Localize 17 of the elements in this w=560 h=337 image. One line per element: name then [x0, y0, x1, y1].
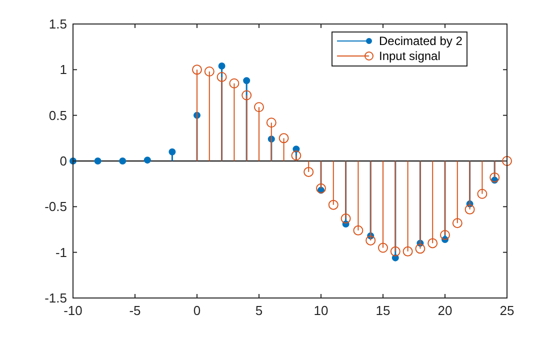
x-tick-label: 0: [193, 303, 201, 318]
x-tick-label: -10: [64, 303, 82, 318]
y-tick-label: 0: [60, 154, 67, 168]
x-tick-label: -5: [129, 303, 141, 318]
x-tick-label: 25: [500, 303, 514, 318]
y-tick-label: -1: [55, 244, 67, 260]
x-tick-label: 5: [255, 303, 263, 318]
x-tick-label: 15: [376, 303, 390, 318]
y-tick-label: -0.5: [44, 199, 67, 214]
y-tick-label: 1.5: [48, 16, 67, 32]
legend-label: Input signal: [379, 49, 440, 63]
y-tick-label: -1.5: [44, 290, 67, 306]
legend-label: Decimated by 2: [379, 34, 463, 48]
y-tick-label: 0.5: [48, 108, 67, 123]
x-tick-label: 10: [314, 303, 328, 318]
x-tick-label: 20: [438, 303, 452, 318]
y-tick-label: 1: [60, 62, 67, 78]
